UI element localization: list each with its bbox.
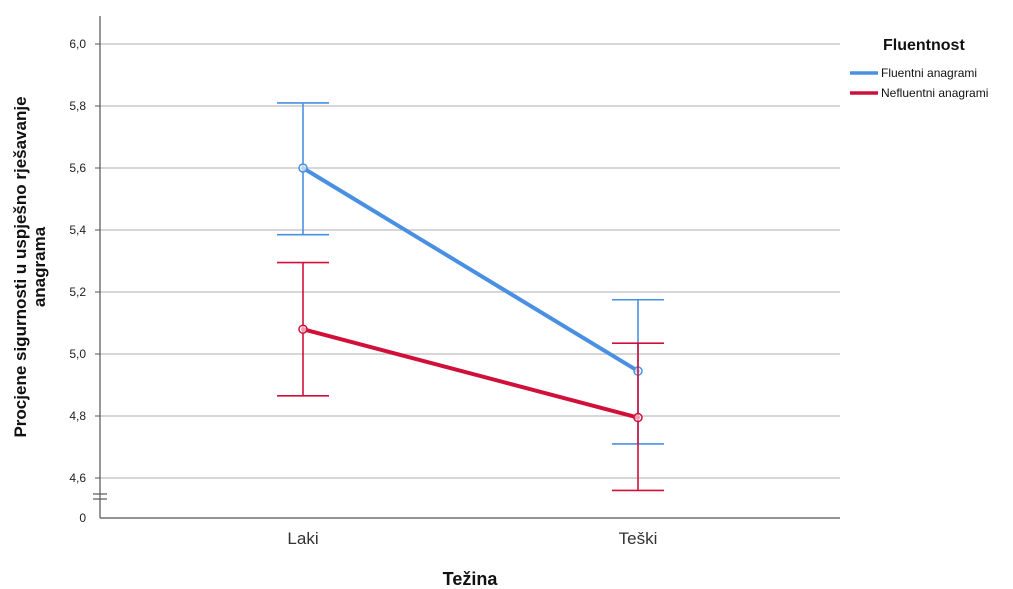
series-2 — [277, 261, 664, 492]
legend-label: Fluentni anagrami — [881, 66, 977, 80]
x-tick-label: Laki — [287, 529, 318, 548]
axes — [93, 16, 840, 519]
data-point — [298, 163, 308, 173]
y-tick-label: 5,8 — [69, 99, 86, 113]
y-axis-title: Procjene sigurnosti u uspješno rješavanj… — [11, 96, 49, 437]
legend-item: Fluentni anagrami — [850, 66, 977, 80]
data-point — [298, 324, 308, 334]
y-zero-label: 0 — [79, 511, 86, 525]
series-line — [301, 327, 640, 420]
legend: Fluentnost Fluentni anagrami Nefluentni a… — [850, 37, 988, 100]
y-tick-label: 5,0 — [69, 347, 86, 361]
data-point — [633, 412, 643, 423]
y-axis-title-line-2: anagrama — [30, 226, 49, 307]
grid-lines — [95, 43, 840, 479]
legend-item: Nefluentni anagrami — [850, 86, 988, 100]
series — [277, 102, 664, 492]
y-tick-label: 5,2 — [69, 285, 86, 299]
y-tick-label: 6,0 — [69, 37, 86, 51]
y-tick-labels: 4,6 4,8 5,0 5,2 5,4 5,6 5,8 6,0 — [69, 37, 86, 485]
axis-break-marker — [93, 493, 107, 500]
series-1 — [277, 102, 664, 445]
x-tick-labels: Laki Teški — [287, 529, 657, 548]
legend-items: Fluentni anagrami Nefluentni anagrami — [850, 66, 988, 100]
x-axis-title: Težina — [443, 569, 499, 589]
y-axis-title-line-1: Procjene sigurnosti u uspješno rješavanj… — [11, 96, 30, 437]
x-tick-label: Teški — [619, 529, 658, 548]
y-tick-label: 5,6 — [69, 161, 86, 175]
legend-label: Nefluentni anagrami — [881, 86, 988, 100]
legend-title: Fluentnost — [883, 37, 965, 54]
y-tick-label: 4,6 — [69, 471, 86, 485]
y-tick-label: 5,4 — [69, 223, 86, 237]
series-line — [301, 166, 640, 374]
y-tick-label: 4,8 — [69, 409, 86, 423]
